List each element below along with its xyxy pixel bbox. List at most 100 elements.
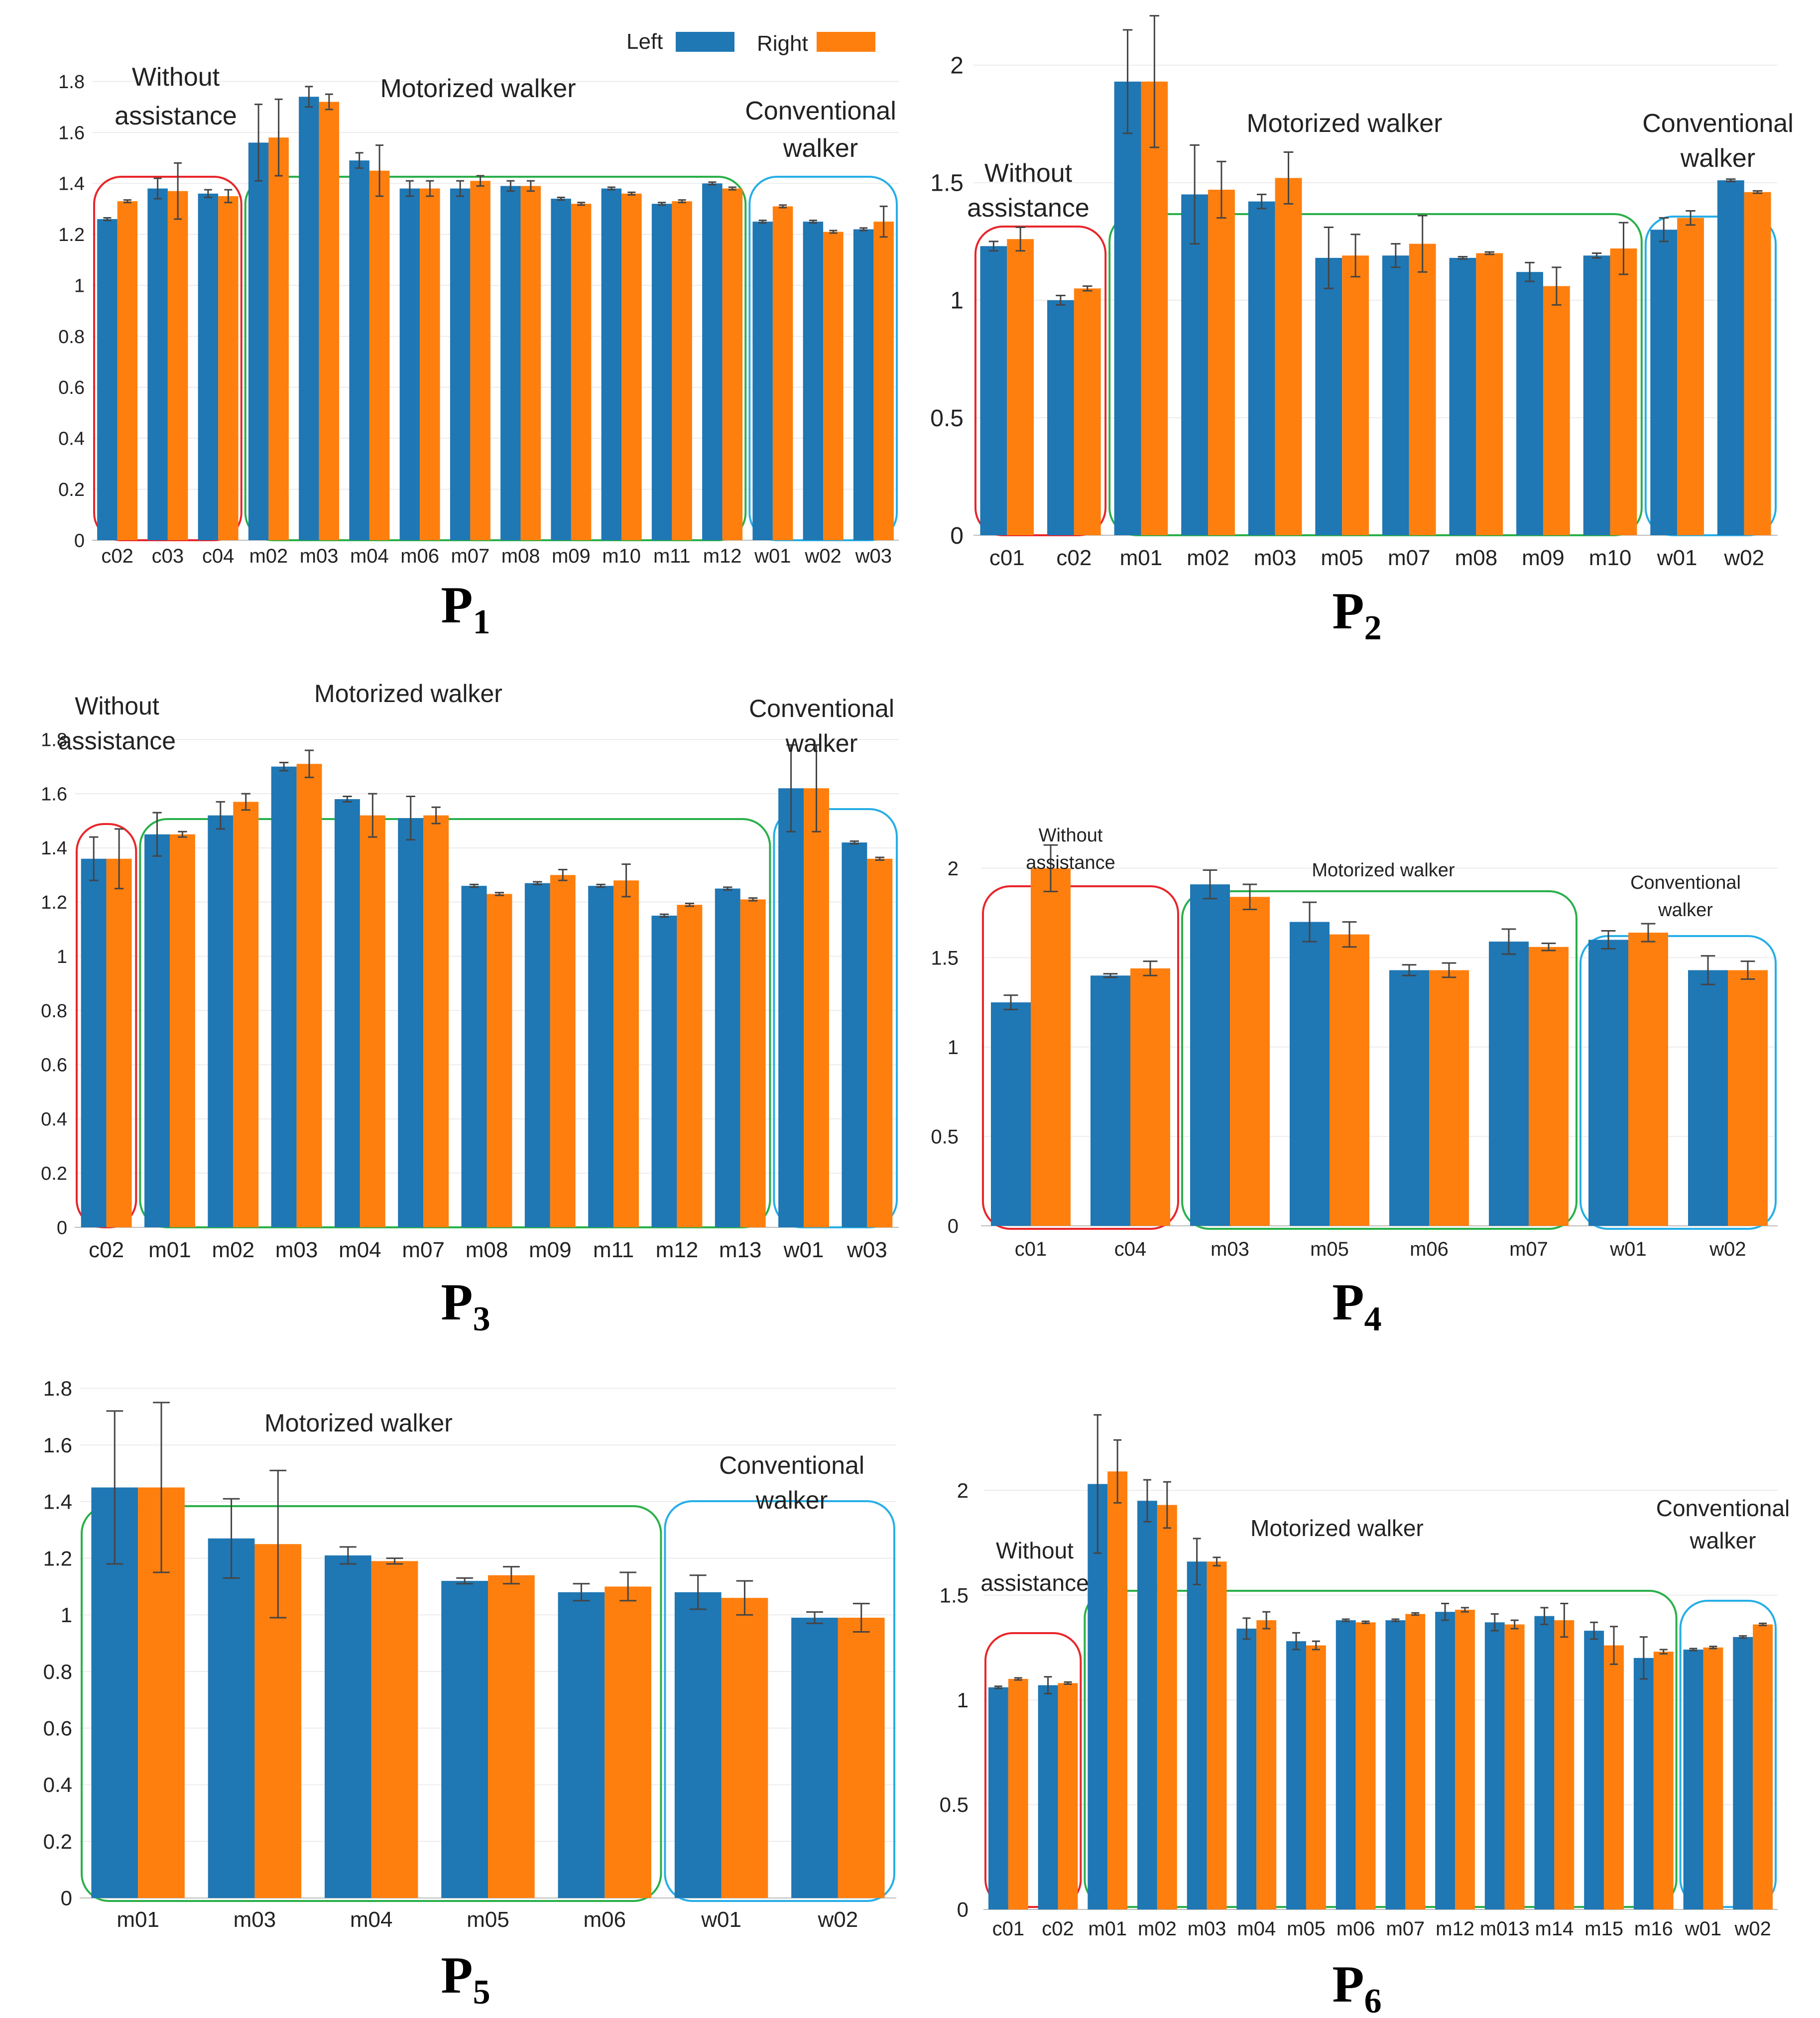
p6-y-tick-label: 2 — [957, 1479, 969, 1502]
p4-panel-letter: P — [1332, 1273, 1364, 1331]
legend: Left Right — [626, 29, 875, 56]
p5-panel-title: P5 — [441, 1946, 490, 2012]
p6-bar-left-w01 — [1683, 1650, 1703, 1909]
p2-y-tick-label: 1 — [950, 288, 964, 314]
p6-x-tick-label: c02 — [1042, 1918, 1074, 1940]
p1-bar-left-w03 — [853, 229, 874, 540]
p3-group-label-motorized: Motorized walker — [314, 680, 502, 708]
p4-bar-left-m03 — [1190, 884, 1230, 1226]
p1-bar-left-m08 — [500, 186, 521, 540]
p4-group-boxes — [982, 885, 1777, 1230]
p3-bar-right-m13 — [740, 899, 766, 1227]
p6-y-tick-label: 1 — [957, 1688, 969, 1712]
p6-bar-right-w02 — [1753, 1624, 1773, 1909]
p6-x-tick-label: m03 — [1188, 1918, 1226, 1940]
p5-bar-right-w01 — [721, 1598, 768, 1898]
p6-bar-left-m05 — [1286, 1641, 1306, 1909]
p5-bar-right-m05 — [488, 1575, 535, 1898]
p3-x-tick-label: m13 — [719, 1238, 762, 1262]
p1-group-label-motorized: Motorized walker — [380, 74, 576, 103]
p3-bar-left-m01 — [144, 834, 170, 1227]
p6-bar-left-c01 — [988, 1687, 1008, 1909]
p2-x-tick-label: m01 — [1120, 546, 1163, 570]
p1-bar-right-c04 — [218, 196, 239, 541]
p2-bar-right-m03 — [1275, 178, 1302, 536]
p1-y-tick-label: 1.8 — [58, 72, 85, 93]
p1-panel-subscript: 1 — [473, 603, 490, 641]
p3-x-tick-label: m03 — [275, 1238, 318, 1262]
p6-bar-left-m013 — [1484, 1622, 1505, 1909]
p3-bar-left-m12 — [651, 916, 677, 1227]
p2-group-box-motorized — [1108, 213, 1643, 536]
p6-bar-right-m07 — [1405, 1614, 1426, 1909]
p6-group-label-without: assistance — [980, 1570, 1089, 1596]
p1-bars — [97, 86, 894, 541]
p3-x-tick-label: m08 — [466, 1238, 508, 1262]
p2-gridlines — [973, 64, 1778, 536]
p3-x-tick-label: m07 — [402, 1238, 445, 1262]
p6-group-box-without — [984, 1632, 1082, 1908]
p3-panel-subscript: 3 — [473, 1300, 490, 1338]
p1-bar-right-m07 — [470, 181, 490, 540]
p4-bar-left-w01 — [1588, 940, 1628, 1226]
p2-group-box-conventional — [1644, 216, 1777, 536]
p2-x-tick-label: m03 — [1254, 546, 1297, 570]
p2-y-tick-label: 2 — [950, 53, 964, 79]
p5-x-tick-label: m03 — [234, 1907, 276, 1932]
p2-bar-right-m09 — [1543, 286, 1570, 535]
p4-bar-left-m07 — [1489, 942, 1529, 1226]
p1-bar-left-m09 — [551, 199, 571, 541]
p5-bar-left-w02 — [791, 1618, 838, 1898]
p3-y-tick-label: 1.6 — [41, 784, 67, 805]
p2-bar-right-m07 — [1409, 243, 1436, 536]
p1-group-label-without: assistance — [115, 102, 237, 130]
p5-x-tick-labels: m01 m03 m04 m05 m06 w01 w02 — [117, 1907, 858, 1932]
p2-x-tick-label: m09 — [1522, 546, 1565, 570]
p4-bar-left-w02 — [1688, 970, 1728, 1226]
p2-bar-left-m01 — [1114, 81, 1141, 535]
p2-y-tick-labels: 0 0.5 1 1.5 2 — [930, 53, 964, 549]
p2-x-tick-labels: c01 c02 m01 m02 m03 m05 m07 m08 m09 m10 w01 w02 — [989, 546, 1764, 570]
p2-group-label-without: assistance — [967, 194, 1090, 223]
p6-group-box-conventional — [1679, 1600, 1777, 1908]
p6-bar-left-m16 — [1633, 1658, 1654, 1909]
p1-x-tick-label: m07 — [451, 545, 489, 567]
p6-y-tick-label: 0.5 — [940, 1793, 969, 1816]
p2-bar-left-m10 — [1583, 255, 1610, 535]
p2-bar-left-w01 — [1650, 230, 1678, 536]
p5-y-tick-label: 0.6 — [43, 1717, 72, 1740]
p1-y-tick-label: 0.2 — [58, 479, 85, 500]
p2-bar-left-w02 — [1717, 180, 1744, 535]
p3-group-labels: Without assistance Motorized walker Convent… — [58, 680, 894, 757]
p3-bars — [81, 744, 893, 1227]
p1-bar-right-m04 — [369, 170, 390, 541]
p3-bar-right-c02 — [106, 858, 132, 1227]
p4-y-tick-label: 0 — [948, 1215, 959, 1237]
p4-x-tick-label: w01 — [1609, 1238, 1646, 1260]
p3-y-tick-label: 0 — [57, 1217, 67, 1238]
p3-panel-title: P3 — [441, 1273, 490, 1338]
p1-bar-left-m12 — [702, 183, 723, 541]
p4-group-label-conventional: Conventional — [1630, 872, 1741, 893]
p1-x-tick-label: m06 — [400, 545, 439, 567]
p5-y-tick-label: 0.2 — [43, 1830, 72, 1853]
p2-x-tick-label: c02 — [1056, 546, 1092, 570]
p6-panel-subscript: 6 — [1364, 1982, 1382, 2018]
p1-group-label-conventional: walker — [783, 134, 858, 163]
p6-group-label-conventional: walker — [1690, 1528, 1756, 1553]
p1-y-tick-label: 0 — [74, 530, 85, 551]
p4-y-tick-label: 1 — [948, 1037, 959, 1059]
p5-group-label-motorized: Motorized walker — [264, 1409, 453, 1437]
p5-x-tick-label: m05 — [467, 1907, 509, 1932]
p6-x-tick-label: m02 — [1138, 1918, 1177, 1940]
p6-x-tick-label: m12 — [1436, 1918, 1474, 1940]
p1-bar-right-m02 — [268, 137, 289, 540]
p3-y-tick-label: 1.2 — [41, 892, 67, 913]
p5-group-labels: Motorized walker Conventional walker — [264, 1409, 864, 1514]
p1-group-labels: Without assistance Motorized walker Convent… — [115, 63, 896, 163]
p4-x-tick-label: m06 — [1410, 1238, 1449, 1260]
p3-x-tick-labels: c02 m01 m02 m03 m04 m07 m08 m09 m11 m12 m13 w01 w03 — [89, 1238, 887, 1262]
p6-bar-right-m15 — [1604, 1645, 1624, 1909]
p2-bar-right-m10 — [1610, 248, 1637, 535]
p5-y-tick-label: 0.4 — [43, 1773, 72, 1796]
